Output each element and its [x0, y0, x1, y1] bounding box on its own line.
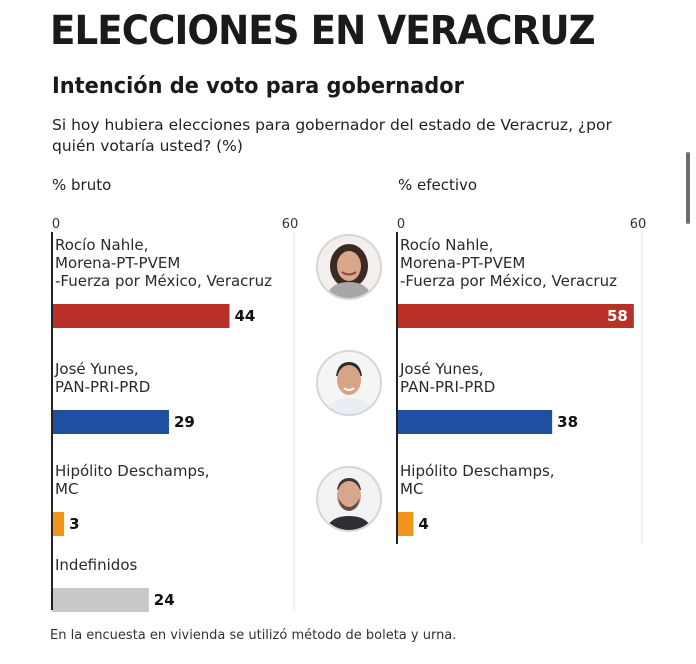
category-label-bruto-0-2: -Fuerza por México, Veracruz	[55, 272, 272, 290]
category-label-efectivo-0-0: Rocío Nahle,	[400, 236, 493, 254]
bar-bruto-1	[52, 410, 169, 434]
category-label-efectivo-0-1: Morena-PT-PVEM	[400, 254, 525, 272]
panel-title-bruto: % bruto	[52, 176, 112, 194]
bar-efectivo-1	[397, 410, 553, 434]
portrait-jose-yunes	[316, 350, 382, 416]
bar-value-label-efectivo-2: 4	[418, 515, 428, 533]
bar-efectivo-2	[397, 512, 414, 536]
bar-value-label-efectivo-0: 58	[607, 307, 628, 325]
survey-question: Si hoy hubiera elecciones para gobernado…	[52, 116, 612, 155]
portrait-rocio-nahle	[316, 234, 382, 300]
category-label-efectivo-1-1: PAN-PRI-PRD	[400, 378, 495, 396]
category-label-bruto-2-1: MC	[55, 480, 78, 498]
category-label-bruto-3-0: Indefinidos	[55, 556, 138, 574]
tick-label-bruto-0: 0	[52, 217, 60, 232]
tick-label-efectivo-60: 60	[630, 217, 647, 232]
category-label-bruto-0-1: Morena-PT-PVEM	[55, 254, 180, 272]
category-label-bruto-1-1: PAN-PRI-PRD	[55, 378, 150, 396]
bar-value-label-bruto-3: 24	[154, 591, 175, 609]
tick-label-efectivo-0: 0	[397, 217, 405, 232]
chart-subtitle: Intención de voto para gobernador	[52, 74, 464, 99]
scrollbar[interactable]	[686, 152, 690, 224]
bar-value-label-efectivo-1: 38	[557, 413, 578, 431]
category-label-efectivo-2-1: MC	[400, 480, 423, 498]
bar-bruto-0	[52, 304, 230, 328]
bar-bruto-3	[52, 588, 149, 612]
bar-efectivo-0	[397, 304, 634, 328]
category-label-efectivo-0-2: -Fuerza por México, Veracruz	[400, 272, 617, 290]
tick-label-bruto-60: 60	[282, 217, 299, 232]
bar-value-label-bruto-1: 29	[174, 413, 195, 431]
portrait-man-icon	[318, 352, 380, 414]
category-label-bruto-2-0: Hipólito Deschamps,	[55, 462, 210, 480]
category-label-bruto-0-0: Rocío Nahle,	[55, 236, 148, 254]
category-label-efectivo-1-0: José Yunes,	[399, 360, 484, 378]
bar-bruto-2	[52, 512, 65, 536]
footnote: En la encuesta en vivienda se utilizó mé…	[50, 628, 457, 643]
portrait-hipolito-deschamps	[316, 466, 382, 532]
category-label-bruto-1-0: José Yunes,	[54, 360, 139, 378]
portrait-woman-icon	[318, 236, 380, 298]
bar-value-label-bruto-2: 3	[69, 515, 79, 533]
portrait-man-bearded-icon	[318, 468, 380, 530]
bar-value-label-bruto-0: 44	[234, 307, 255, 325]
chart-title: ELECCIONES EN VERACRUZ	[50, 8, 596, 54]
panel-title-efectivo: % efectivo	[398, 176, 478, 194]
category-label-efectivo-2-0: Hipólito Deschamps,	[400, 462, 555, 480]
